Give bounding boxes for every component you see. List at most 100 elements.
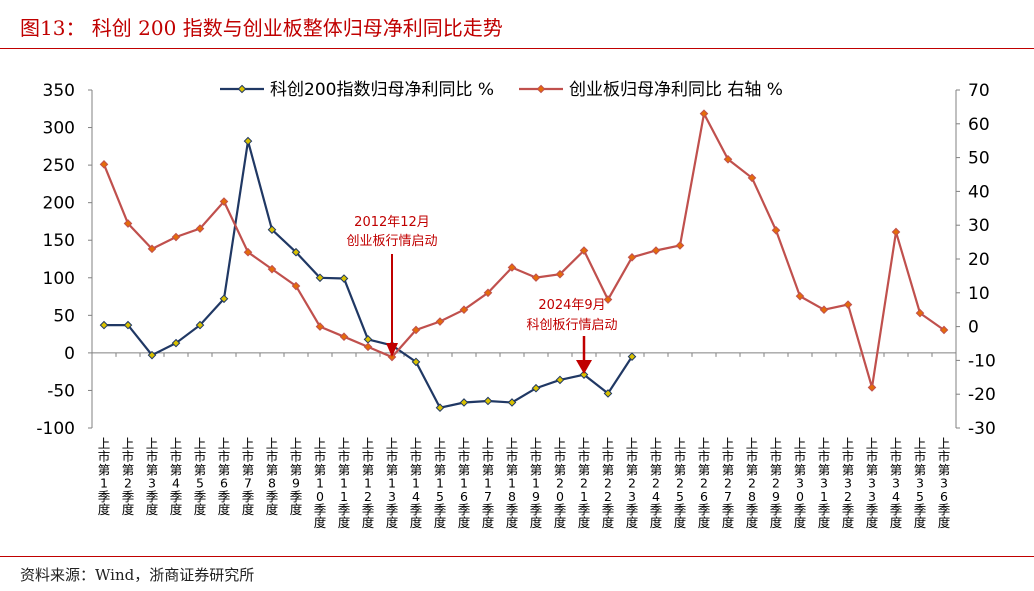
- series-2-point: [195, 224, 205, 233]
- legend-marker-2: [536, 84, 546, 94]
- annotation-1-arrow-head: [386, 343, 398, 357]
- x-tick-label: 上市第 3 2 季度: [842, 436, 855, 530]
- right-tick-label: 70: [968, 81, 990, 101]
- right-tick-label: -30: [968, 419, 996, 439]
- left-tick-label: 200: [43, 194, 75, 214]
- series-1-point: [555, 375, 565, 385]
- series-2-point: [483, 288, 493, 298]
- left-tick-label: 150: [43, 231, 75, 251]
- series-2-point: [291, 281, 301, 291]
- series-2-point: [675, 241, 685, 250]
- left-tick-label: 0: [64, 344, 75, 364]
- series-2-point: [507, 263, 517, 272]
- series-2-point: [723, 154, 733, 164]
- left-tick-label: 250: [43, 156, 75, 176]
- series-2-point: [171, 232, 181, 242]
- annotation-2-line-1: 2024年9月: [538, 298, 605, 313]
- x-tick-label: 上市第 1 季度: [98, 436, 111, 517]
- series-2-point: [867, 383, 877, 392]
- x-tick-label: 上市第 5 季度: [194, 436, 207, 517]
- x-tick-label: 上市第 1 8 季度: [506, 436, 519, 530]
- series-1-point: [291, 247, 301, 257]
- x-tick-label: 上市第 2 5 季度: [674, 436, 687, 530]
- right-tick-label: 30: [968, 216, 990, 236]
- series-2-point: [699, 109, 709, 118]
- series-2-point: [123, 219, 133, 228]
- series-2-point: [843, 300, 853, 309]
- x-tick-label: 上市第 2 6 季度: [698, 436, 711, 530]
- series-2-point: [243, 247, 253, 257]
- legend-label-2: 创业板归母净利同比 右轴 %: [569, 80, 783, 100]
- series-2-point: [579, 246, 589, 255]
- series-2-point: [891, 227, 901, 237]
- series-1-point: [483, 396, 493, 406]
- left-tick-label: 50: [53, 306, 75, 326]
- series-1-point: [99, 320, 109, 330]
- legend-label-1: 科创200指数归母净利同比 %: [270, 80, 494, 100]
- series-2-point: [795, 291, 805, 301]
- series-1-point: [123, 320, 133, 330]
- x-tick-label: 上市第 1 4 季度: [410, 436, 423, 530]
- x-tick-label: 上市第 3 3 季度: [866, 436, 879, 530]
- series-1-point: [195, 320, 205, 330]
- left-tick-label: -50: [47, 381, 75, 401]
- x-tick-label: 上市第 2 1 季度: [578, 436, 591, 530]
- series-2-point: [339, 332, 349, 342]
- left-tick-label: 300: [43, 119, 75, 139]
- right-tick-label: 40: [968, 182, 990, 202]
- x-tick-label: 上市第 3 0 季度: [794, 436, 807, 530]
- x-tick-label: 上市第 1 3 季度: [386, 436, 399, 530]
- series-2-point: [315, 322, 325, 331]
- x-tick-label: 上市第 8 季度: [266, 436, 279, 517]
- series-2-point: [459, 305, 469, 315]
- legend-marker-1: [237, 84, 247, 94]
- right-tick-label: 20: [968, 250, 990, 270]
- right-tick-label: 10: [968, 284, 990, 304]
- series-1-point: [435, 403, 445, 413]
- x-tick-label: 上市第 1 9 季度: [530, 436, 543, 530]
- x-tick-label: 上市第 2 3 季度: [626, 436, 639, 530]
- x-tick-label: 上市第 2 7 季度: [722, 436, 735, 530]
- series-2-point: [435, 317, 445, 326]
- series-2-point: [747, 173, 757, 183]
- x-tick-label: 上市第 3 5 季度: [914, 436, 927, 530]
- right-tick-label: -10: [968, 351, 996, 371]
- series-1-point: [531, 383, 541, 393]
- x-tick-label: 上市第 3 1 季度: [818, 436, 831, 530]
- x-tick-label: 上市第 1 6 季度: [458, 436, 471, 530]
- title-divider: [0, 48, 1034, 49]
- series-2-point: [387, 352, 397, 362]
- series-2-point: [603, 295, 613, 304]
- series-2-point: [819, 305, 829, 315]
- series-1-point: [579, 370, 589, 379]
- series-1-point: [219, 294, 229, 304]
- series-2-point: [651, 246, 661, 255]
- right-tick-label: 0: [968, 318, 979, 338]
- figure-title: 图13： 科创 200 指数与创业板整体归母净利同比走势: [20, 16, 503, 40]
- series-2-point: [915, 308, 925, 318]
- series-2-point: [219, 197, 229, 206]
- annotation-1-line-2: 创业板行情启动: [346, 234, 437, 249]
- series-1-point: [363, 335, 373, 344]
- left-tick-label: 100: [43, 269, 75, 289]
- right-tick-label: 50: [968, 149, 990, 169]
- series-2-point: [627, 253, 637, 262]
- series-1-point: [171, 338, 181, 348]
- x-tick-label: 上市第 1 5 季度: [434, 436, 447, 530]
- series-1-point: [603, 389, 613, 398]
- series-1-point: [339, 274, 349, 283]
- series-2-point: [363, 342, 373, 352]
- left-tick-label: -100: [36, 419, 75, 439]
- x-tick-label: 上市第 1 1 季度: [338, 436, 351, 530]
- source-note: 资料来源：Wind，浙商证券研究所: [20, 566, 255, 584]
- series-line-2: [102, 110, 945, 388]
- x-tick-label: 上市第 6 季度: [218, 436, 231, 517]
- series-1-point: [147, 350, 157, 360]
- right-tick-label: 60: [968, 115, 990, 135]
- x-tick-label: 上市第 3 6 季度: [938, 436, 951, 530]
- x-tick-label: 上市第 4 季度: [170, 436, 183, 517]
- x-tick-label: 上市第 1 2 季度: [362, 436, 375, 530]
- series-2-point: [411, 325, 421, 335]
- series-1-point: [459, 398, 469, 407]
- series-1-point: [267, 225, 277, 235]
